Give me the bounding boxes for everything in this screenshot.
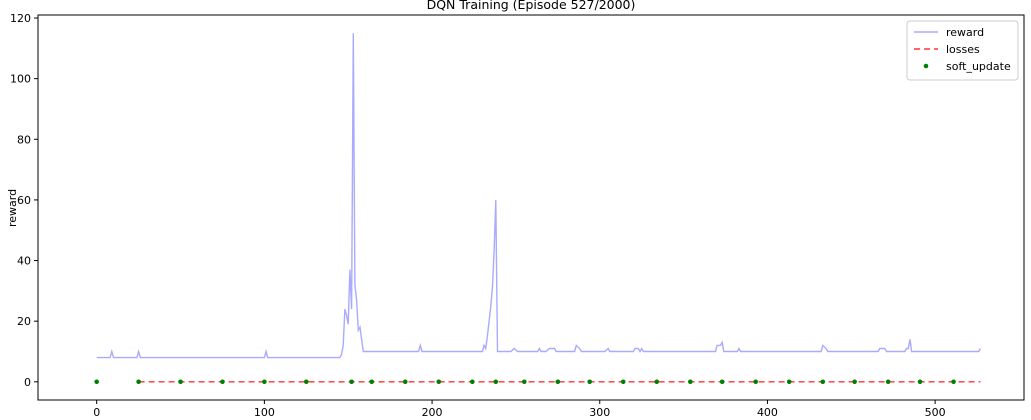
legend: reward losses soft_update — [906, 20, 1019, 81]
y-tick-label: 20 — [17, 315, 31, 328]
soft-update-point — [220, 379, 225, 385]
soft-update-point — [303, 379, 309, 385]
x-tick-label: 100 — [254, 406, 275, 419]
legend-items: reward losses soft_update — [914, 26, 1011, 73]
soft-update-point — [94, 379, 99, 385]
soft-update-point — [349, 379, 354, 385]
soft-update-point — [852, 379, 857, 385]
reward-series-line — [96, 33, 982, 359]
soft-update-point — [885, 379, 891, 385]
x-tick-label: 400 — [757, 406, 778, 419]
x-tick-label: 0 — [93, 406, 100, 419]
series-layer — [94, 33, 982, 385]
soft-update-point — [951, 379, 956, 385]
y-tick-label: 80 — [17, 133, 31, 146]
y-tick-label: 120 — [10, 12, 31, 25]
y-axis-label: reward — [6, 189, 19, 227]
soft-update-point — [587, 379, 592, 385]
legend-box — [906, 20, 1019, 81]
soft-update-point — [654, 379, 660, 385]
soft-update-point — [402, 379, 408, 385]
legend-soft-update-label: soft_update — [946, 60, 1011, 73]
legend-losses-label: losses — [946, 43, 980, 56]
soft-update-point — [369, 379, 374, 385]
x-tick-label: 200 — [422, 406, 443, 419]
soft-update-point — [753, 379, 759, 385]
soft-update-point — [436, 379, 442, 385]
y-tick-label: 40 — [17, 255, 31, 268]
y-tick-label: 60 — [17, 194, 31, 207]
soft-update-point — [786, 379, 792, 385]
x-tick-label: 300 — [589, 406, 610, 419]
y-tick-label: 100 — [10, 73, 31, 86]
soft-update-point — [521, 379, 527, 385]
y-axis: 0 20 40 60 80 100 120 — [10, 12, 38, 389]
soft-update-point — [719, 379, 725, 385]
soft-update-point — [178, 379, 183, 385]
soft-update-point — [917, 379, 923, 385]
legend-reward-label: reward — [946, 26, 984, 39]
chart-title: DQN Training (Episode 527/2000) — [427, 0, 636, 12]
soft-update-point — [688, 379, 693, 385]
y-tick-label: 0 — [24, 376, 31, 389]
soft-update-point — [820, 379, 826, 385]
soft-update-point — [470, 379, 475, 385]
soft-update-point — [493, 379, 499, 385]
soft-update-point — [620, 379, 626, 385]
soft-update-point — [136, 379, 141, 385]
soft-update-point — [262, 379, 267, 385]
x-axis: 0 100 200 300 400 500 — [93, 400, 946, 419]
soft-update-point — [555, 379, 561, 385]
plot-area — [37, 14, 1025, 401]
legend-soft-update-swatch — [923, 63, 929, 69]
x-tick-label: 500 — [925, 406, 946, 419]
